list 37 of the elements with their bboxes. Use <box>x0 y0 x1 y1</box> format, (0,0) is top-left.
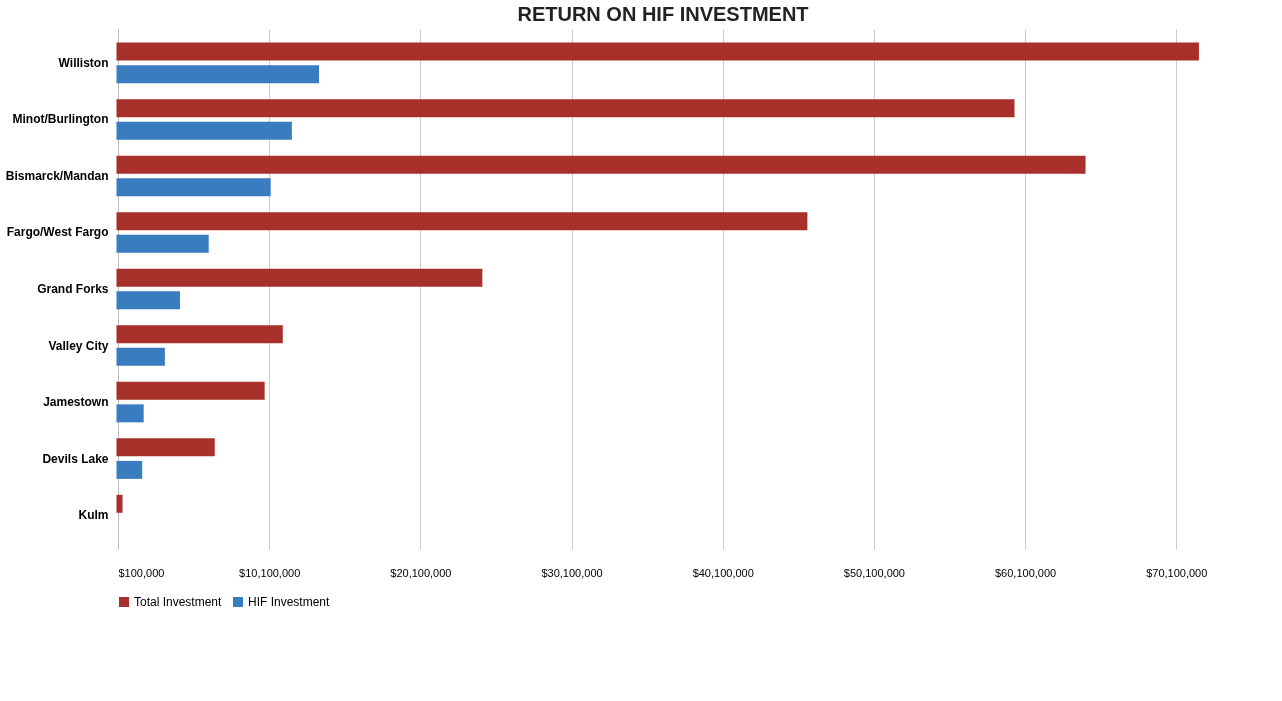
y-tick-label: Jamestown <box>43 395 109 410</box>
bar <box>116 155 1086 174</box>
bar <box>116 460 143 479</box>
bar <box>116 291 180 310</box>
bar <box>116 325 283 344</box>
bar <box>116 494 123 513</box>
x-tick-label: $20,100,000 <box>390 566 452 579</box>
x-tick-label: $70,100,000 <box>1146 566 1208 579</box>
bar <box>116 347 165 366</box>
y-tick-label: Grand Forks <box>37 282 109 296</box>
y-tick-label: Kulm <box>78 508 109 523</box>
x-tick-label: $100,000 <box>118 566 165 579</box>
bar <box>116 42 1199 61</box>
chart-title: RETURN ON HIF INVESTMENT <box>517 3 809 25</box>
x-tick-label: $60,100,000 <box>994 566 1057 579</box>
bar <box>116 234 209 253</box>
bar <box>116 178 271 197</box>
bar <box>116 65 320 84</box>
y-tick-label: Williston <box>58 55 109 70</box>
bar <box>116 212 808 231</box>
y-tick-label: Bismarck/Mandan <box>5 168 109 183</box>
bar <box>116 268 483 287</box>
legend-label: Total Investment <box>134 595 223 609</box>
y-tick-label: Devils Lake <box>42 451 109 466</box>
y-tick-label: Fargo/West Fargo <box>6 225 109 240</box>
bar <box>116 404 144 423</box>
x-tick-label: $50,100,000 <box>843 566 905 579</box>
x-tick-label: $30,100,000 <box>541 566 603 579</box>
bar <box>116 99 1015 118</box>
legend-label: HIF Investment <box>248 595 331 609</box>
x-tick-label: $40,100,000 <box>692 566 754 579</box>
bar <box>116 381 265 400</box>
x-tick-label: $10,100,000 <box>239 566 301 579</box>
bar <box>116 121 292 140</box>
y-tick-label: Minot/Burlington <box>12 112 109 127</box>
y-tick-label: Valley City <box>48 338 109 353</box>
bar <box>116 438 215 457</box>
